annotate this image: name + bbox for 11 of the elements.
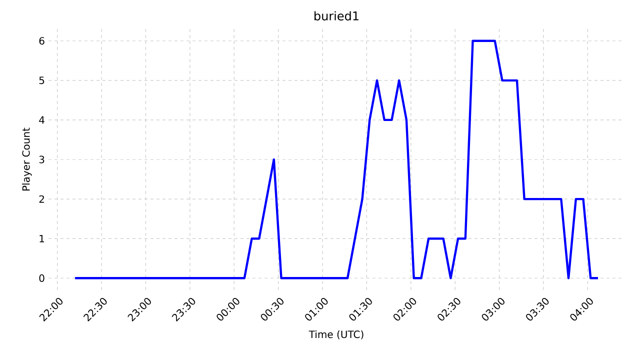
y-axis-title: Player Count — [22, 128, 32, 191]
chart-title: buried1 — [314, 11, 358, 20]
y-tick-label: 3 — [39, 156, 44, 164]
y-tick-label: 1 — [40, 234, 44, 242]
line-series — [74, 40, 600, 280]
y-tick-label: 0 — [39, 274, 44, 282]
y-tick-label: 6 — [39, 37, 44, 45]
y-tick-label: 5 — [39, 76, 44, 84]
y-tick-label: 2 — [39, 195, 44, 203]
y-tick-label: 4 — [39, 116, 44, 124]
x-axis-title: Time (UTC) — [308, 330, 364, 340]
